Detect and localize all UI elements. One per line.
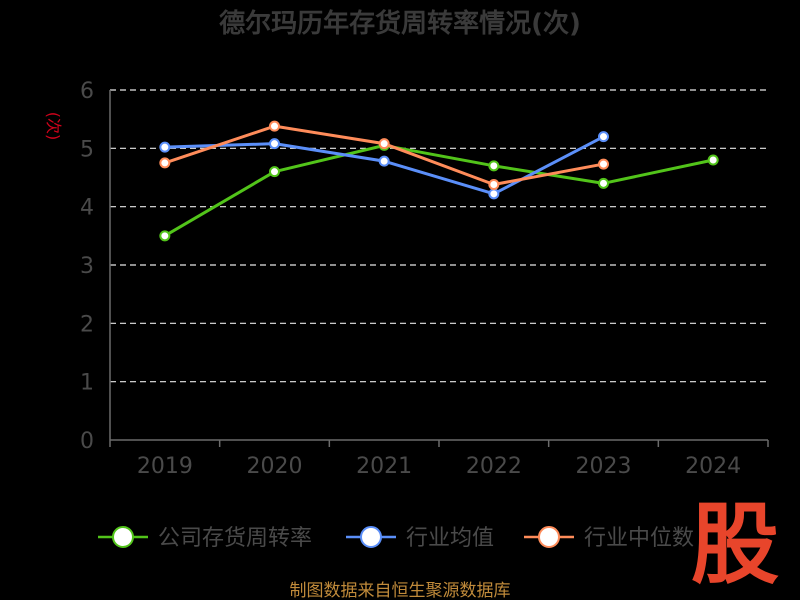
point-1-2022 — [488, 188, 500, 200]
x-tick-2022: 2022 — [466, 454, 522, 479]
legend-label-0: 公司存货周转率 — [158, 526, 312, 551]
point-0-2022 — [488, 160, 500, 172]
point-1-2023 — [598, 131, 609, 143]
legend-label-1: 行业均值 — [406, 526, 494, 551]
axes — [109, 90, 769, 447]
series-line-0 — [164, 143, 714, 238]
y-tick-5: 5 — [80, 137, 94, 162]
point-0-2023 — [598, 177, 609, 189]
y-tick-6: 6 — [80, 79, 94, 104]
source-note: 制图数据来自恒生聚源数据库 — [290, 581, 511, 600]
x-tick-2020: 2020 — [247, 454, 303, 479]
point-0-2024 — [707, 154, 719, 166]
x-tick-2019: 2019 — [137, 454, 193, 479]
series-line-2 — [164, 124, 604, 186]
point-2-2021 — [378, 138, 390, 150]
point-2-2023 — [598, 158, 609, 170]
legend-marker-1 — [360, 526, 382, 548]
y-tick-4: 4 — [80, 196, 94, 221]
legend: 公司存货周转率 行业均值 行业中位数 — [98, 526, 694, 551]
grid-lines — [110, 89, 768, 383]
point-1-2021 — [378, 155, 390, 167]
y-tick-labels: 0 1 2 3 4 5 6 — [80, 79, 94, 454]
legend-marker-2 — [538, 526, 560, 548]
point-1-2019 — [159, 141, 171, 153]
x-tick-2023: 2023 — [576, 454, 632, 479]
point-2-2022 — [488, 179, 500, 190]
point-0-2020 — [269, 166, 280, 178]
chart-title: 德尔玛历年存货周转率情况(次) — [219, 8, 581, 39]
x-tick-2021: 2021 — [356, 454, 412, 479]
point-0-2019 — [159, 230, 171, 242]
y-axis-label: (次) — [44, 112, 63, 141]
point-2-2019 — [159, 157, 171, 169]
y-tick-3: 3 — [80, 254, 94, 279]
watermark-logo: 股 — [691, 493, 779, 596]
series-group — [159, 120, 719, 242]
y-tick-0: 0 — [80, 429, 94, 454]
y-tick-2: 2 — [80, 312, 94, 337]
legend-marker-0 — [112, 526, 134, 548]
x-tick-labels: 2019 2020 2021 2022 2023 2024 — [137, 454, 741, 479]
point-1-2020 — [269, 138, 280, 150]
y-tick-1: 1 — [80, 371, 94, 396]
point-2-2020 — [269, 120, 280, 132]
x-tick-2024: 2024 — [685, 454, 741, 479]
legend-label-2: 行业中位数 — [584, 526, 694, 551]
